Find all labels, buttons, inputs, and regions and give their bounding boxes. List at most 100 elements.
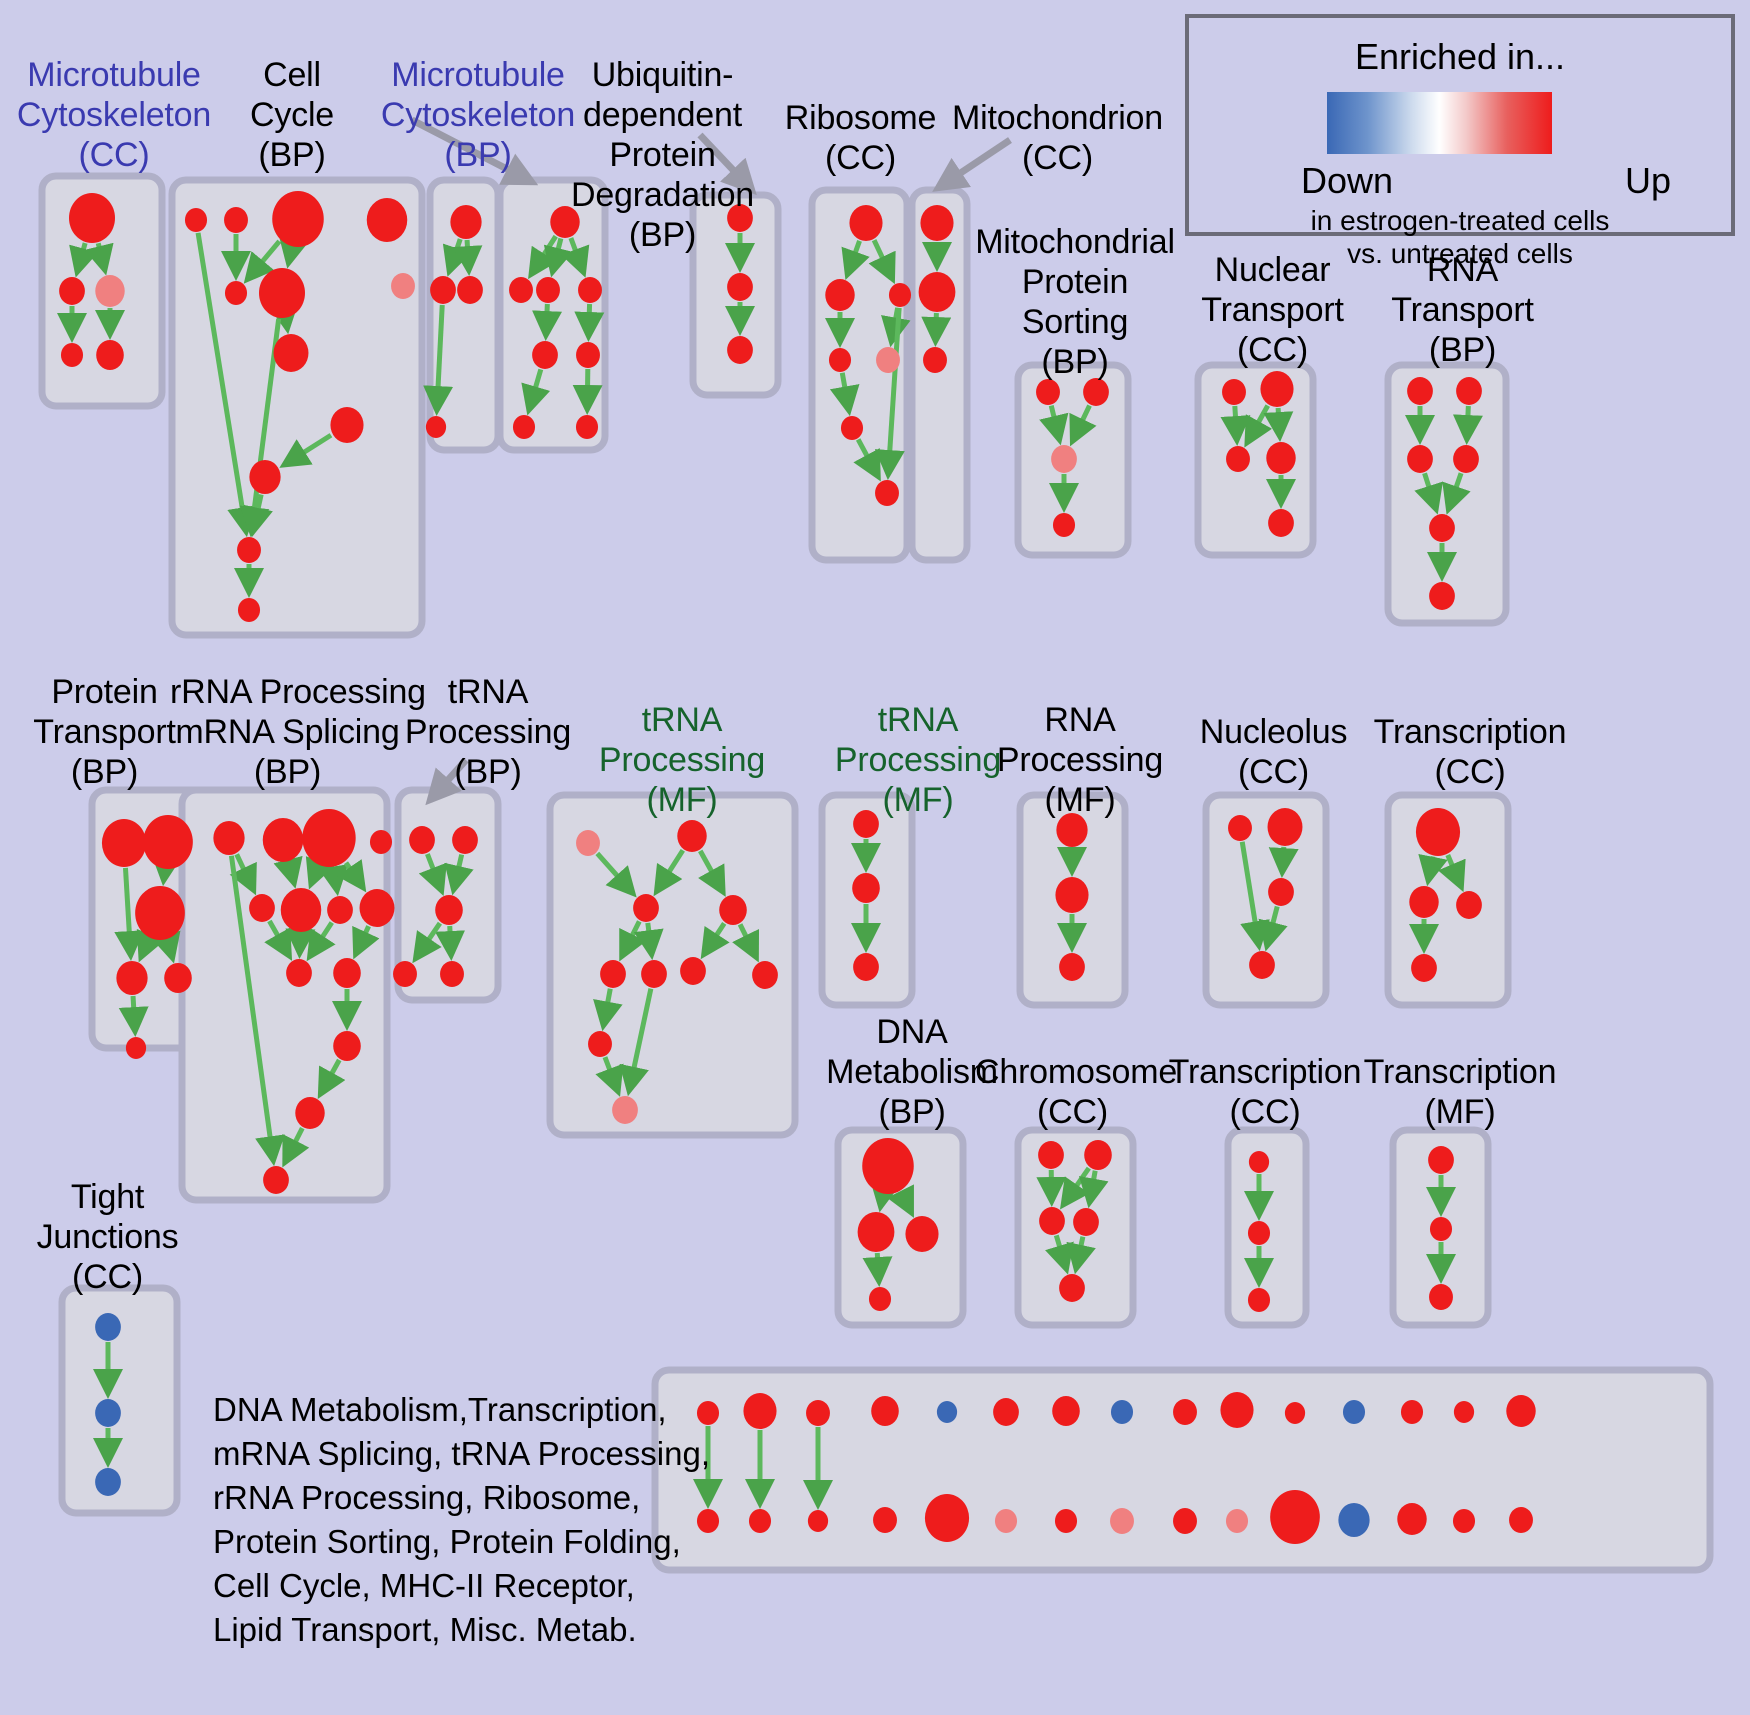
network-node[interactable] (1456, 377, 1482, 405)
network-node[interactable] (578, 277, 602, 303)
network-node[interactable] (1110, 1508, 1134, 1534)
network-node[interactable] (840, 416, 864, 440)
network-node[interactable] (330, 407, 364, 443)
network-node[interactable] (425, 416, 447, 438)
network-node[interactable] (641, 960, 667, 988)
network-node[interactable] (1407, 377, 1433, 405)
network-node[interactable] (853, 953, 879, 981)
network-node[interactable] (862, 1138, 914, 1194)
network-node[interactable] (1453, 445, 1479, 473)
network-node[interactable] (1342, 1400, 1366, 1424)
network-node[interactable] (532, 341, 558, 369)
network-node[interactable] (1059, 953, 1085, 981)
network-node[interactable] (1456, 891, 1482, 919)
network-node[interactable] (1268, 878, 1294, 906)
network-node[interactable] (213, 821, 245, 855)
network-node[interactable] (852, 873, 880, 903)
network-node[interactable] (1220, 1392, 1254, 1428)
network-node[interactable] (1284, 1402, 1306, 1424)
network-node[interactable] (224, 207, 248, 233)
network-node[interactable] (237, 598, 261, 622)
network-node[interactable] (1409, 886, 1439, 918)
network-node[interactable] (576, 342, 600, 368)
network-node[interactable] (536, 277, 560, 303)
network-node[interactable] (612, 1096, 638, 1124)
network-node[interactable] (1249, 951, 1275, 979)
network-node[interactable] (1338, 1503, 1370, 1537)
network-node[interactable] (393, 961, 417, 987)
network-node[interactable] (1228, 815, 1252, 841)
network-node[interactable] (125, 1037, 147, 1059)
network-node[interactable] (1222, 379, 1246, 405)
network-node[interactable] (1052, 1396, 1080, 1426)
network-node[interactable] (1052, 513, 1076, 537)
network-node[interactable] (452, 826, 478, 854)
network-node[interactable] (95, 1468, 121, 1496)
network-node[interactable] (936, 1401, 958, 1423)
network-node[interactable] (440, 961, 464, 987)
network-node[interactable] (143, 815, 193, 869)
network-node[interactable] (249, 460, 281, 494)
network-node[interactable] (164, 963, 192, 993)
network-node[interactable] (69, 193, 115, 243)
network-node[interactable] (1415, 808, 1461, 856)
network-node[interactable] (116, 961, 148, 995)
network-node[interactable] (868, 1287, 892, 1311)
network-node[interactable] (1039, 1207, 1065, 1235)
network-node[interactable] (1073, 1208, 1099, 1236)
network-node[interactable] (60, 343, 84, 367)
network-node[interactable] (871, 1396, 899, 1426)
network-node[interactable] (727, 336, 753, 364)
network-node[interactable] (1506, 1395, 1536, 1427)
network-node[interactable] (575, 415, 599, 439)
network-node[interactable] (1084, 1140, 1112, 1170)
network-node[interactable] (1055, 877, 1089, 913)
network-node[interactable] (249, 894, 275, 922)
network-node[interactable] (1051, 445, 1077, 473)
network-node[interactable] (677, 820, 707, 852)
network-node[interactable] (1266, 442, 1296, 474)
network-node[interactable] (101, 819, 147, 867)
network-node[interactable] (1267, 808, 1303, 846)
network-node[interactable] (262, 818, 304, 862)
network-node[interactable] (1452, 1509, 1476, 1533)
network-node[interactable] (1397, 1503, 1427, 1535)
network-node[interactable] (888, 283, 912, 307)
network-node[interactable] (828, 348, 852, 372)
network-node[interactable] (1036, 379, 1060, 405)
network-node[interactable] (1083, 378, 1109, 406)
network-node[interactable] (450, 205, 482, 239)
network-node[interactable] (680, 957, 706, 985)
network-node[interactable] (1038, 1141, 1064, 1169)
network-node[interactable] (263, 1166, 289, 1194)
network-node[interactable] (743, 1393, 777, 1429)
network-node[interactable] (873, 1507, 897, 1533)
network-node[interactable] (430, 276, 456, 304)
network-node[interactable] (1429, 582, 1455, 610)
network-node[interactable] (1509, 1507, 1533, 1533)
network-node[interactable] (359, 889, 395, 927)
network-node[interactable] (272, 191, 324, 247)
network-node[interactable] (280, 888, 322, 932)
network-node[interactable] (1059, 1274, 1085, 1302)
network-node[interactable] (1429, 514, 1455, 542)
network-node[interactable] (1247, 1288, 1271, 1312)
network-node[interactable] (302, 809, 356, 867)
network-node[interactable] (807, 1510, 829, 1532)
network-node[interactable] (391, 273, 415, 299)
network-node[interactable] (509, 277, 533, 303)
network-node[interactable] (259, 268, 305, 318)
network-node[interactable] (59, 277, 85, 305)
network-node[interactable] (1400, 1400, 1424, 1424)
network-node[interactable] (719, 895, 747, 925)
network-node[interactable] (923, 347, 947, 373)
network-node[interactable] (876, 347, 900, 373)
network-node[interactable] (327, 896, 353, 924)
network-node[interactable] (857, 1212, 895, 1252)
network-node[interactable] (1453, 1401, 1475, 1423)
network-node[interactable] (1173, 1508, 1197, 1534)
network-node[interactable] (1268, 509, 1294, 537)
network-node[interactable] (905, 1216, 939, 1252)
network-node[interactable] (825, 279, 855, 311)
network-node[interactable] (435, 895, 463, 925)
